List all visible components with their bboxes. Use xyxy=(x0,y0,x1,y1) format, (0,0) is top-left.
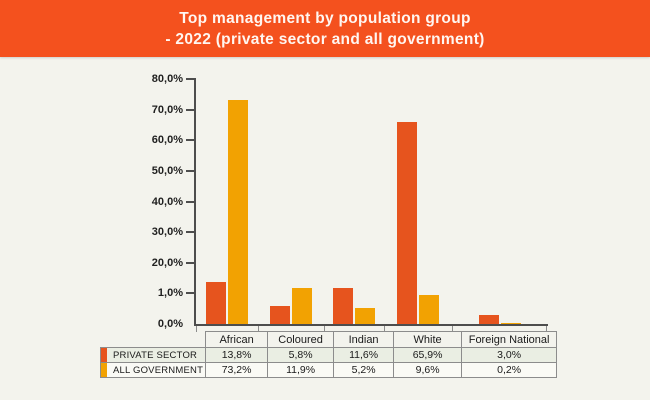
value-government-foreign-national: 0,2% xyxy=(461,362,558,378)
category-tick xyxy=(196,326,258,332)
y-tick-label-60: 60,0% xyxy=(151,134,183,146)
category-tick xyxy=(258,326,324,332)
y-tick-label-50: 50,0% xyxy=(151,165,183,177)
chart-title-banner: Top management by population group - 202… xyxy=(0,0,650,57)
bar-private-sector-coloured xyxy=(270,306,290,324)
value-private-white: 65,9% xyxy=(393,347,463,363)
category-header-foreign-national: Foreign National xyxy=(461,331,558,348)
y-tick-mark xyxy=(186,201,195,203)
legend-swatch-all-government xyxy=(101,363,107,377)
legend-cell-private-sector: PRIVATE SECTOR xyxy=(99,347,207,363)
value-private-african: 13,8% xyxy=(205,347,269,363)
plot-area xyxy=(196,79,547,324)
y-tick-mark xyxy=(186,170,195,172)
y-tick-mark xyxy=(186,139,195,141)
bar-group-coloured xyxy=(258,79,324,324)
bar-private-sector-indian xyxy=(333,288,353,324)
bar-private-sector-white xyxy=(397,122,417,324)
bar-private-sector-foreign-national xyxy=(478,315,499,324)
bar-group-indian xyxy=(324,79,384,324)
y-axis-line xyxy=(194,78,196,326)
bar-group-foreign-national xyxy=(452,79,547,324)
category-tick-zone xyxy=(196,326,547,332)
value-private-foreign-national: 3,0% xyxy=(461,347,558,363)
series-row-all-government: ALL GOVERNMENT 73,2% 11,9% 5,2% 9,6% 0,2… xyxy=(99,362,558,378)
y-tick-label-40: 40,0% xyxy=(151,196,183,208)
series-row-private-sector: PRIVATE SECTOR 13,8% 5,8% 11,6% 65,9% 3,… xyxy=(99,347,558,363)
legend-cell-all-government: ALL GOVERNMENT xyxy=(99,362,207,378)
y-tick-label-10: 1,0% xyxy=(157,287,183,299)
y-tick-label-30: 30,0% xyxy=(151,226,183,238)
bar-group-african xyxy=(196,79,258,324)
category-header-white: White xyxy=(393,331,463,348)
category-tick xyxy=(384,326,452,332)
value-government-coloured: 11,9% xyxy=(267,362,335,378)
y-tick-label-0: 0,0% xyxy=(157,318,183,330)
category-header-indian: Indian xyxy=(333,331,395,348)
category-header-coloured: Coloured xyxy=(267,331,335,348)
legend-label-all-government: ALL GOVERNMENT xyxy=(113,364,204,376)
value-government-indian: 5,2% xyxy=(333,362,395,378)
y-tick-label-20: 20,0% xyxy=(151,257,183,269)
y-tick-label-80: 80,0% xyxy=(151,73,183,85)
x-axis-line xyxy=(194,324,548,326)
y-tick-mark xyxy=(186,262,195,264)
y-tick-mark xyxy=(186,292,195,294)
bar-all-government-coloured xyxy=(292,288,312,324)
value-private-indian: 11,6% xyxy=(333,347,395,363)
value-private-coloured: 5,8% xyxy=(267,347,335,363)
category-header-row: African Coloured Indian White Foreign Na… xyxy=(101,331,558,348)
table-blank-cell xyxy=(101,332,206,348)
value-government-african: 73,2% xyxy=(205,362,269,378)
value-government-white: 9,6% xyxy=(393,362,463,378)
chart-title-line-1: Top management by population group xyxy=(179,10,471,27)
bar-group-white xyxy=(384,79,452,324)
y-tick-mark xyxy=(186,109,195,111)
category-tick xyxy=(452,326,547,332)
y-tick-label-70: 70,0% xyxy=(151,104,183,116)
category-tick xyxy=(324,326,384,332)
bar-all-government-foreign-national xyxy=(500,323,521,324)
chart-data-table: African Coloured Indian White Foreign Na… xyxy=(99,331,558,378)
bar-all-government-indian xyxy=(355,308,375,324)
y-tick-mark xyxy=(186,78,195,80)
y-tick-mark xyxy=(186,231,195,233)
bar-all-government-white xyxy=(419,295,439,324)
category-header-african: African xyxy=(205,331,269,348)
legend-swatch-private-sector xyxy=(101,348,107,362)
chart-title-line-2: - 2022 (private sector and all governmen… xyxy=(165,31,485,48)
bar-all-government-african xyxy=(228,100,248,324)
legend-label-private-sector: PRIVATE SECTOR xyxy=(113,349,198,361)
bar-private-sector-african xyxy=(206,282,226,324)
